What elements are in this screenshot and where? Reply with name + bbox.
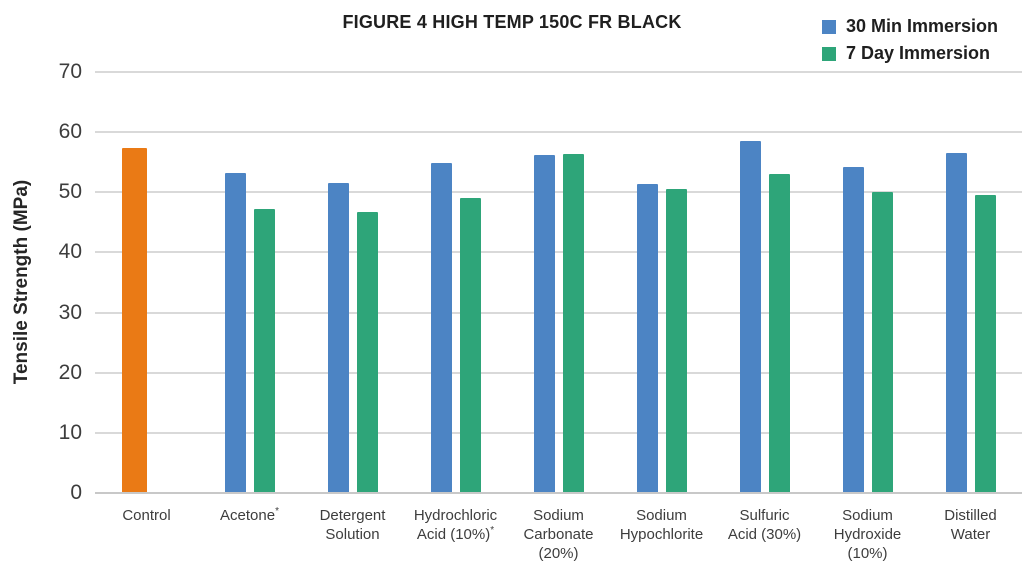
gridline-70 xyxy=(95,71,1022,73)
x-label-sulfuric-acid-30: Sulfuric Acid (30%) xyxy=(727,507,802,543)
y-tick-30: 30 xyxy=(58,300,82,324)
bar-30-min-immersion-acetone xyxy=(224,173,246,493)
bar-group-distilled-water xyxy=(919,72,1022,493)
bar-group-hydrochloric-acid-10 xyxy=(404,72,507,493)
bar-30-min-immersion-sodium-hydroxide-10 xyxy=(842,167,864,493)
legend-swatch-blue-icon xyxy=(821,19,836,34)
gridline-40 xyxy=(95,251,1022,254)
chart-title: FIGURE 4 HIGH TEMP 150C FR BLACK xyxy=(342,12,682,32)
gridline-60 xyxy=(95,131,1022,134)
bar-7-day-immersion-sulfuric-acid-30 xyxy=(768,173,790,493)
legend-item-30min: 30 Min Immersion xyxy=(821,16,998,37)
bar-group-acetone xyxy=(198,72,301,493)
y-tick-20: 20 xyxy=(58,360,82,384)
legend-item-7day: 7 Day Immersion xyxy=(821,43,998,64)
y-axis-title: Tensile Strength (MPa) xyxy=(11,179,32,385)
bar-7-day-immersion-detergent-solution xyxy=(356,212,378,493)
y-tick-10: 10 xyxy=(58,420,82,444)
bar-7-day-immersion-sodium-hypochlorite xyxy=(665,189,687,493)
legend-label-7day: 7 Day Immersion xyxy=(845,43,991,63)
gridline-20 xyxy=(95,371,1022,374)
bar-control xyxy=(122,147,147,493)
bar-group-control xyxy=(83,72,186,493)
bar-7-day-immersion-acetone xyxy=(253,208,275,493)
bar-30-min-immersion-sulfuric-acid-30 xyxy=(739,141,761,493)
bar-7-day-immersion-sodium-hydroxide-10 xyxy=(871,191,893,493)
x-label-sodium-carbonate-20: Sodium Carbonate (20%) xyxy=(523,507,594,562)
gridline-0 xyxy=(95,492,1022,494)
x-axis-labels: Control Acetone* Detergent Solution Hydrochl… xyxy=(95,506,1022,563)
x-label-distilled-water: Distilled Water xyxy=(944,507,997,543)
x-label-sodium-hydroxide-10: Sodium Hydroxide (10%) xyxy=(833,507,902,562)
bar-group-detergent-solution xyxy=(301,72,404,493)
gridline-30 xyxy=(95,311,1022,314)
legend-swatch-green-icon xyxy=(821,46,836,61)
bar-30-min-immersion-detergent-solution xyxy=(327,183,349,493)
x-label-hydrochloric-acid-10: Hydrochloric Acid (10%)* xyxy=(413,507,498,543)
bar-group-sodium-hydroxide-10 xyxy=(816,72,919,493)
plot-area xyxy=(95,71,1022,494)
gridline-50 xyxy=(95,191,1022,194)
bar-30-min-immersion-sodium-carbonate-20 xyxy=(533,155,555,493)
x-label-acetone: Acetone* xyxy=(220,506,279,525)
y-tick-50: 50 xyxy=(58,180,82,204)
legend-label-30min: 30 Min Immersion xyxy=(845,16,998,36)
bar-7-day-immersion-hydrochloric-acid-10 xyxy=(459,198,481,493)
x-label-sodium-hypochlorite: Sodium Hypochlorite xyxy=(619,507,704,543)
x-label-control: Control xyxy=(122,507,171,524)
bar-7-day-immersion-sodium-carbonate-20 xyxy=(562,153,584,493)
bar-7-day-immersion-distilled-water xyxy=(974,195,996,493)
y-tick-0: 0 xyxy=(70,481,82,504)
footnote-asterisk: * xyxy=(275,506,279,517)
x-label-detergent-solution: Detergent Solution xyxy=(319,507,386,543)
legend: 30 Min Immersion 7 Day Immersion xyxy=(821,16,998,64)
bar-30-min-immersion-hydrochloric-acid-10 xyxy=(430,163,452,493)
y-tick-70: 70 xyxy=(58,60,82,83)
bar-group-sodium-carbonate-20 xyxy=(507,72,610,493)
bar-30-min-immersion-sodium-hypochlorite xyxy=(636,184,658,493)
y-tick-60: 60 xyxy=(58,120,82,144)
bar-group-sodium-hypochlorite xyxy=(610,72,713,493)
bar-group-sulfuric-acid-30 xyxy=(713,72,816,493)
y-tick-40: 40 xyxy=(58,240,82,264)
bar-30-min-immersion-distilled-water xyxy=(945,152,967,493)
footnote-asterisk: * xyxy=(490,525,495,536)
gridline-10 xyxy=(95,431,1022,434)
